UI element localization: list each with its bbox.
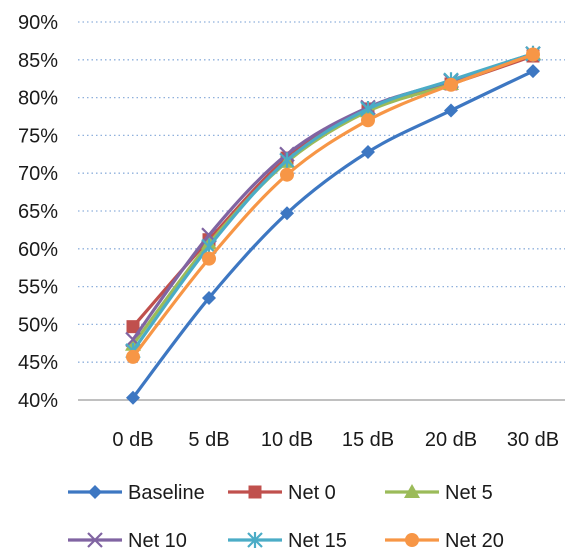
- legend-label: Net 20: [445, 530, 504, 552]
- legend-item-net-20: Net 20: [385, 530, 504, 552]
- legend-label: Baseline: [128, 482, 205, 504]
- y-tick-label: 90%: [18, 12, 58, 34]
- circle-marker: [202, 251, 216, 266]
- series-line: [131, 52, 534, 352]
- x-tick-label: 30 dB: [507, 429, 559, 451]
- diamond-marker: [526, 64, 540, 79]
- series-net-20: [126, 47, 540, 364]
- legend: Baseline Net 0 Net 5 Net 10 Net 15 Net 20: [68, 482, 504, 552]
- y-tick-label: 75%: [18, 125, 58, 147]
- y-tick-label: 45%: [18, 352, 58, 374]
- circle-marker: [126, 349, 140, 364]
- y-tick-label: 65%: [18, 201, 58, 223]
- diamond-marker: [280, 206, 294, 221]
- legend-item-net-5: Net 5: [385, 482, 493, 504]
- circle-marker: [526, 47, 540, 62]
- x-axis-ticks: 0 dB 5 dB 10 dB 15 dB 20 dB 30 dB: [112, 429, 559, 451]
- y-tick-label: 70%: [18, 163, 58, 185]
- series-line: [131, 52, 534, 341]
- series-baseline: [126, 64, 540, 405]
- circle-marker: [405, 533, 419, 547]
- x-tick-label: 0 dB: [112, 429, 153, 451]
- y-tick-label: 60%: [18, 239, 58, 261]
- series-net-0: [126, 49, 540, 334]
- diamond-marker: [202, 290, 216, 305]
- circle-marker: [444, 77, 458, 92]
- x-tick-label: 15 dB: [342, 429, 394, 451]
- series-line: [131, 69, 534, 399]
- square-marker: [126, 320, 140, 334]
- diamond-marker: [126, 390, 140, 405]
- y-tick-label: 40%: [18, 390, 58, 412]
- series-net-10: [125, 45, 541, 348]
- legend-item-baseline: Baseline: [68, 482, 205, 504]
- square-marker: [248, 485, 262, 499]
- triangle-marker: [404, 484, 420, 498]
- legend-label: Net 5: [445, 482, 493, 504]
- y-tick-label: 50%: [18, 314, 58, 336]
- x-tick-label: 5 dB: [188, 429, 229, 451]
- legend-item-net-0: Net 0: [228, 482, 336, 504]
- series-lines: [125, 45, 541, 405]
- legend-label: Net 0: [288, 482, 336, 504]
- y-tick-label: 80%: [18, 88, 58, 110]
- circle-marker: [280, 167, 294, 182]
- y-tick-label: 85%: [18, 50, 58, 72]
- series-net-5: [125, 45, 541, 351]
- legend-item-net-15: Net 15: [228, 530, 347, 552]
- star-marker: [279, 152, 295, 169]
- y-axis-ticks: 40% 45% 50% 55% 60% 65% 70% 75% 80% 85% 90%: [18, 12, 58, 412]
- series-line: [131, 54, 534, 328]
- star-marker: [247, 532, 263, 548]
- x-tick-label: 20 dB: [425, 429, 477, 451]
- legend-label: Net 15: [288, 530, 347, 552]
- y-tick-label: 55%: [18, 277, 58, 299]
- x-marker: [87, 532, 103, 548]
- legend-label: Net 10: [128, 530, 187, 552]
- diamond-marker: [88, 485, 102, 499]
- circle-marker: [361, 113, 375, 128]
- series-net-15: [125, 45, 541, 359]
- diamond-marker: [444, 103, 458, 118]
- x-tick-label: 10 dB: [261, 429, 313, 451]
- legend-item-net-10: Net 10: [68, 530, 187, 552]
- diamond-marker: [361, 145, 375, 160]
- series-line: [131, 52, 534, 346]
